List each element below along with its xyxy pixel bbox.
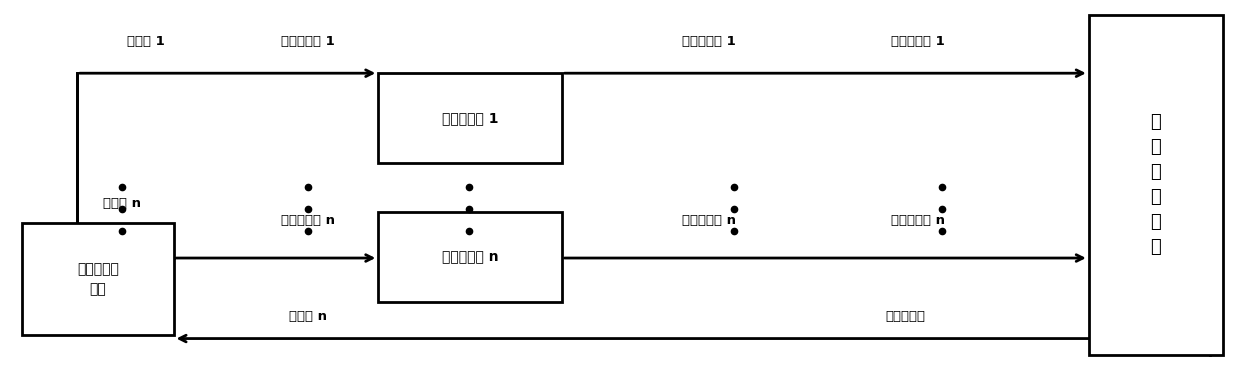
Text: 反馈输入端 1: 反馈输入端 1	[280, 34, 335, 48]
Text: 反馈输入端 n: 反馈输入端 n	[280, 214, 335, 227]
Text: 扰动信号端 n: 扰动信号端 n	[682, 214, 737, 227]
Text: 信号输入端 1: 信号输入端 1	[890, 34, 945, 48]
Text: 主功率电路
单元: 主功率电路 单元	[77, 262, 119, 296]
Text: 控制端 n: 控制端 n	[289, 310, 326, 323]
Text: 信号输出端: 信号输出端	[885, 310, 925, 323]
Text: 扰动信号端 1: 扰动信号端 1	[682, 34, 737, 48]
Text: 输出端 1: 输出端 1	[128, 34, 165, 48]
Bar	[22, 223, 174, 335]
Text: 子反馈单元 n: 子反馈单元 n	[441, 250, 498, 264]
Bar	[378, 212, 562, 302]
Text: 输出端 n: 输出端 n	[103, 197, 140, 210]
Text: 加
权
运
算
单
元: 加 权 运 算 单 元	[1151, 113, 1161, 256]
Bar	[1089, 15, 1223, 355]
Text: 信号输入端 n: 信号输入端 n	[890, 214, 945, 227]
Text: 子反馈单元 1: 子反馈单元 1	[441, 111, 498, 125]
Bar	[378, 73, 562, 163]
